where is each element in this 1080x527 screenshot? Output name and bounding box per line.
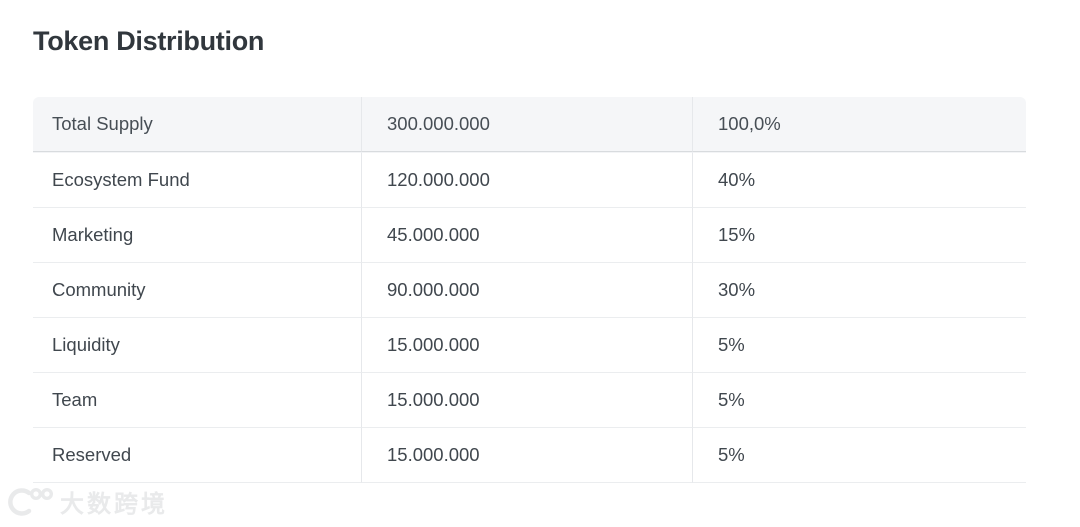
cell-amount: 15.000.000 [362, 318, 693, 373]
cell-amount: 15.000.000 [362, 428, 693, 483]
header-cell-label: Total Supply [33, 97, 362, 152]
cell-label: Reserved [33, 428, 362, 483]
table-row: Reserved 15.000.000 5% [33, 428, 1026, 483]
token-distribution-table: Total Supply 300.000.000 100,0% Ecosyste… [33, 97, 1026, 483]
table-row: Ecosystem Fund 120.000.000 40% [33, 152, 1026, 208]
cell-percent: 40% [693, 152, 1026, 208]
cell-percent: 5% [693, 318, 1026, 373]
table-header-row: Total Supply 300.000.000 100,0% [33, 97, 1026, 152]
page-title: Token Distribution [33, 26, 265, 56]
cell-percent: 30% [693, 263, 1026, 318]
cell-label: Team [33, 373, 362, 428]
cell-label: Community [33, 263, 362, 318]
cell-amount: 15.000.000 [362, 373, 693, 428]
cell-label: Ecosystem Fund [33, 152, 362, 208]
watermark: 大数跨境 [8, 484, 168, 519]
table-row: Liquidity 15.000.000 5% [33, 318, 1026, 373]
table-row: Marketing 45.000.000 15% [33, 208, 1026, 263]
cell-label: Liquidity [33, 318, 362, 373]
table-row: Community 90.000.000 30% [33, 263, 1026, 318]
watermark-100-logo-icon [8, 486, 54, 518]
cell-percent: 15% [693, 208, 1026, 263]
cell-amount: 120.000.000 [362, 152, 693, 208]
cell-percent: 5% [693, 428, 1026, 483]
cell-amount: 90.000.000 [362, 263, 693, 318]
cell-label: Marketing [33, 208, 362, 263]
table-row: Team 15.000.000 5% [33, 373, 1026, 428]
header-cell-percent: 100,0% [693, 97, 1026, 152]
header-cell-amount: 300.000.000 [362, 97, 693, 152]
cell-amount: 45.000.000 [362, 208, 693, 263]
cell-percent: 5% [693, 373, 1026, 428]
watermark-text: 大数跨境 [60, 491, 168, 518]
